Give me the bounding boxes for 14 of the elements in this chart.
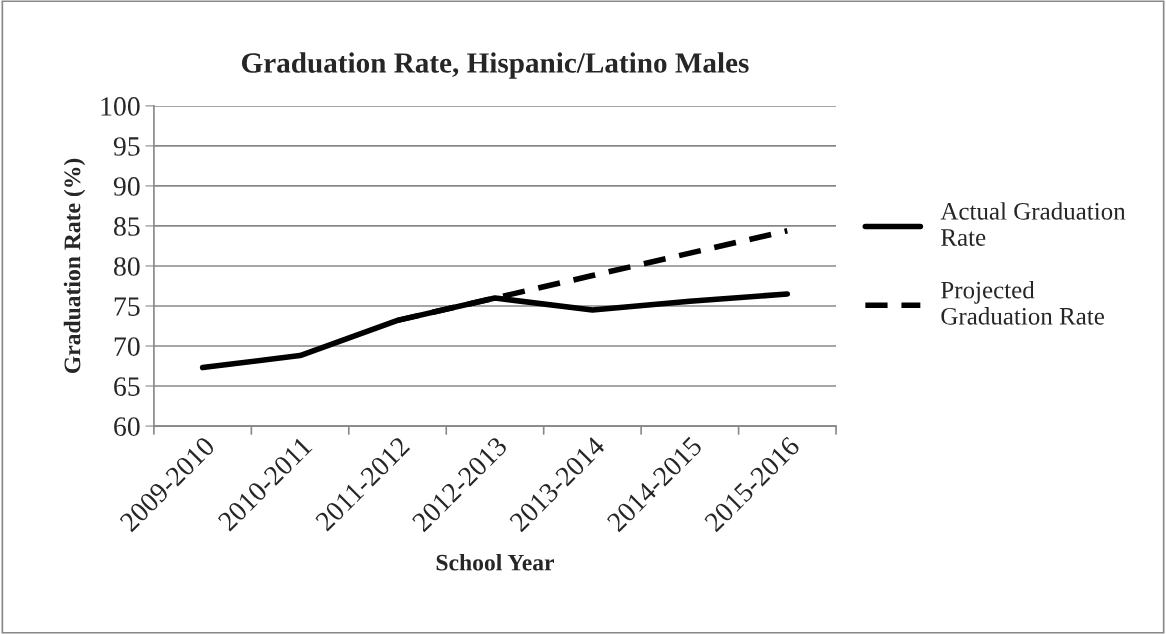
y-tick-label: 90 [113, 177, 140, 196]
y-tick-label: 80 [114, 257, 140, 276]
y-tick-label: 75 [114, 297, 140, 316]
y-tick-label: 100 [101, 97, 140, 116]
y-tick-label: 70 [114, 337, 140, 356]
y-tick-label: 95 [113, 137, 140, 156]
chart-title: Graduation Rate, Hispanic/Latino Males [241, 52, 749, 79]
legend-label: Actual Graduation Rate [940, 202, 1126, 246]
y-axis-title: Graduation Rate (%) [63, 158, 86, 374]
x-axis-title: School Year [436, 553, 555, 571]
legend-label: Projected Graduation Rate [941, 280, 1104, 325]
y-tick-label: 60 [114, 417, 140, 436]
y-tick-label: 65 [114, 377, 140, 396]
y-tick-label: 85 [114, 217, 140, 236]
